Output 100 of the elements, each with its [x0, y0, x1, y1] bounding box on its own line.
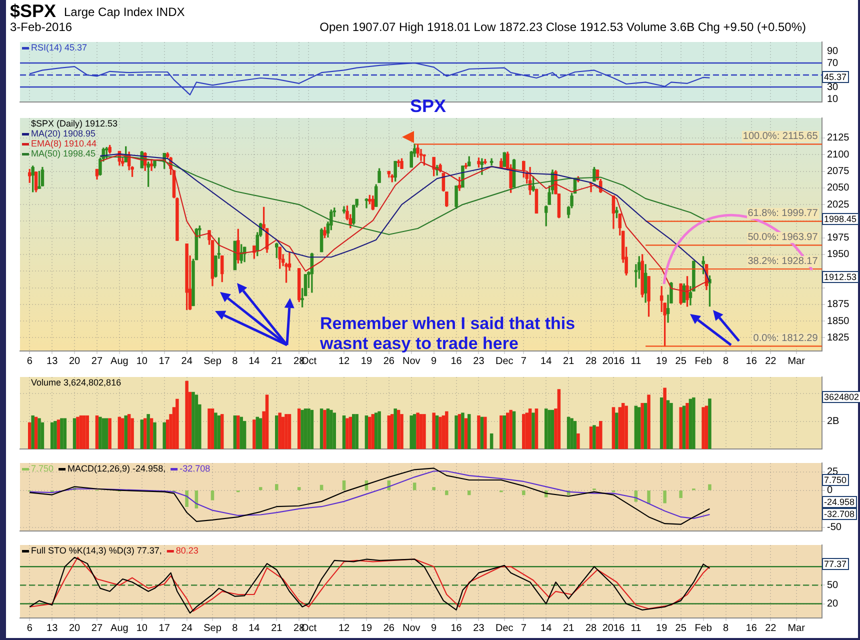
x-tick-label: 11 [630, 622, 642, 634]
x-tick-label: 24 [181, 622, 193, 634]
x-tick-label: 13 [46, 622, 58, 634]
y-tick-label: 2050 [827, 182, 850, 194]
text: 77.37 [822, 558, 849, 570]
y-tick-label: 0 [827, 485, 833, 496]
x-tick-label: 22 [765, 356, 777, 367]
x-tick-label: 19 [360, 356, 372, 367]
x-tick-label: 17 [158, 622, 170, 634]
annotation: 38.2%: 1928.17 [746, 256, 819, 267]
x-tick-label: 14 [248, 356, 260, 367]
x-tick-label: 2016 [602, 356, 626, 367]
x-tick-label: 20 [68, 622, 81, 634]
x-tick-label: 12 [338, 356, 350, 367]
x-tick-label: Feb [694, 622, 712, 634]
x-tick-label: 8 [232, 622, 238, 634]
legend-label: 7.750 [31, 463, 54, 474]
x-tick-label: 16 [746, 356, 758, 367]
x-tick-label: 21 [271, 622, 283, 634]
x-tick-label: 9 [431, 622, 438, 634]
legend-label: EMA(8) 1910.44 [31, 138, 97, 148]
x-tick-label: 23 [473, 356, 485, 367]
y-tick-label: 90 [827, 46, 839, 57]
y-tick-label: 1950 [827, 249, 850, 260]
annotation: 61.8%: 1999.77 [746, 208, 819, 220]
text: 3624802 [822, 391, 860, 403]
y-tick-label: 1975 [827, 232, 850, 244]
legend-label: Full STO %K(14,3) %D(3) 77.37, [31, 545, 162, 556]
annotation: 100.0%: 2115.65 [742, 131, 819, 142]
y-tick-label: 1850 [827, 316, 850, 327]
x-tick-label: 6 [26, 356, 33, 367]
x-tick-label: 20 [68, 356, 81, 367]
legend-label: -32.708 [180, 463, 210, 474]
x-tick-label: Dec [496, 622, 514, 634]
y-tick-label: 10 [827, 94, 839, 105]
x-tick-label: 17 [158, 356, 170, 367]
y-tick-label: 2100 [827, 149, 850, 160]
x-tick-label: 8 [722, 356, 729, 367]
x-tick-label: 13 [46, 356, 58, 367]
x-tick-label: 26 [383, 622, 395, 634]
x-tick-label: Aug [110, 622, 128, 634]
x-tick-label: Sep [204, 356, 222, 367]
y-tick-label: 70 [827, 58, 839, 69]
legend-label: MACD(12,26,9) -24.958, [68, 463, 166, 474]
text: $SPX (Daily) 1912.53 [31, 118, 118, 128]
y-tick-label: 2B [827, 416, 840, 428]
x-tick-label: 7 [520, 622, 527, 634]
legend-label: MA(50) 1998.45 [31, 148, 96, 158]
x-tick-label: 2016 [602, 622, 626, 634]
text: Open 1907.07 High 1918.01 Low 1872.23 Close 1912.53 Volume 3.6B Chg +9.50 (+0.50%) [320, 20, 806, 34]
y-tick-label: 2125 [827, 132, 850, 144]
legend-label: MA(20) 1908.95 [31, 128, 96, 138]
x-tick-label: Mar [788, 356, 806, 367]
x-tick-label: 16 [746, 622, 758, 634]
y-tick-label: 2075 [827, 166, 850, 178]
x-tick-label: 24 [181, 356, 193, 367]
x-tick-label: 14 [540, 622, 552, 634]
x-tick-label: Dec [496, 356, 514, 367]
chart-subtitle: Large Cap Index INDX [64, 5, 185, 19]
text: 3-Feb-2016 [10, 20, 72, 34]
x-tick-label: 16 [450, 356, 462, 367]
x-tick-label: 21 [563, 622, 575, 634]
x-tick-label: Feb [694, 356, 712, 367]
annotation: 0.0%: 1812.29 [752, 333, 819, 344]
x-tick-label: 8 [722, 622, 729, 634]
x-tick-label: 27 [91, 356, 103, 367]
x-tick-label: 27 [91, 622, 103, 634]
chart-title: $SPX [10, 1, 56, 22]
text: Volume 3,624,802,816 [31, 377, 122, 388]
text: -32.708 [822, 508, 857, 520]
x-tick-label: Mar [788, 622, 806, 634]
legend-label: RSI(14) 45.37 [31, 42, 88, 52]
x-tick-label: 16 [450, 622, 462, 634]
x-tick-label: 21 [271, 356, 283, 367]
x-tick-label: 6 [26, 622, 33, 634]
y-tick-label: 50 [827, 580, 839, 591]
x-tick-label: Aug [110, 356, 128, 367]
x-tick-label: 7 [520, 356, 527, 367]
x-tick-label: 19 [360, 622, 372, 634]
annotation: Remember when I said that this wasnt easy to trade here [320, 314, 576, 354]
x-tick-label: 26 [383, 356, 395, 367]
y-tick-label: -50 [827, 522, 842, 534]
x-tick-label: 21 [563, 356, 575, 367]
legend-label: 80.23 [176, 545, 198, 556]
x-tick-label: 22 [765, 622, 777, 634]
x-tick-label: Nov [402, 356, 420, 367]
y-tick-label: 1875 [827, 299, 850, 310]
x-tick-label: Nov [402, 622, 420, 634]
y-tick-label: 1825 [827, 332, 850, 344]
x-tick-label: 14 [248, 622, 260, 634]
x-tick-label: 12 [338, 622, 350, 634]
text: 1998.45 [822, 213, 859, 225]
x-tick-label: 14 [540, 356, 552, 367]
x-tick-label: 9 [431, 356, 438, 367]
text: 1912.53 [822, 271, 859, 283]
text: 7.750 [822, 474, 849, 486]
x-tick-label: 19 [656, 622, 668, 634]
x-tick-label: 11 [630, 356, 642, 367]
annotation: 50.0%: 1963.97 [746, 232, 819, 244]
y-tick-label: 20 [827, 598, 839, 610]
